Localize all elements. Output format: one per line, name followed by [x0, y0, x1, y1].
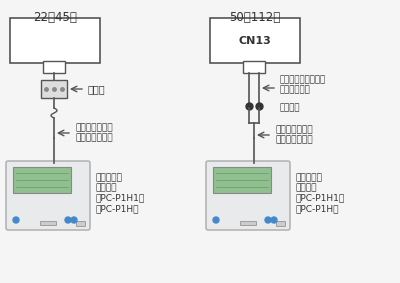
Text: アメニティ
リモコン
（PC-P1H1、
　PC-P1H）: アメニティ リモコン （PC-P1H1、 PC-P1H） [295, 173, 344, 213]
FancyBboxPatch shape [41, 80, 67, 98]
FancyBboxPatch shape [243, 61, 265, 73]
FancyBboxPatch shape [10, 18, 100, 63]
FancyBboxPatch shape [240, 221, 256, 225]
Text: 22～45型: 22～45型 [33, 11, 77, 24]
FancyBboxPatch shape [210, 18, 300, 63]
Text: リモコンコード
（現地準備品）: リモコンコード （現地準備品） [275, 125, 313, 145]
FancyBboxPatch shape [6, 161, 90, 230]
FancyBboxPatch shape [206, 161, 290, 230]
FancyBboxPatch shape [276, 221, 285, 226]
Circle shape [71, 217, 77, 223]
Circle shape [65, 217, 71, 223]
Circle shape [13, 217, 19, 223]
Circle shape [271, 217, 277, 223]
Text: リモコンコード
（現地準備品）: リモコンコード （現地準備品） [75, 123, 113, 143]
Text: CN13: CN13 [239, 36, 271, 46]
FancyBboxPatch shape [40, 221, 56, 225]
Text: 圧着接続: 圧着接続 [280, 104, 300, 113]
Text: 端子台: 端子台 [88, 84, 106, 94]
Text: アメニティ
リモコン
（PC-P1H1、
　PC-P1H）: アメニティ リモコン （PC-P1H1、 PC-P1H） [95, 173, 144, 213]
Text: 50～112型: 50～112型 [229, 11, 281, 24]
Circle shape [213, 217, 219, 223]
FancyBboxPatch shape [43, 61, 65, 73]
FancyBboxPatch shape [213, 167, 271, 193]
FancyBboxPatch shape [76, 221, 85, 226]
FancyBboxPatch shape [13, 167, 71, 193]
Text: コネクタ付きコード
（製品付属）: コネクタ付きコード （製品付属） [280, 75, 326, 95]
Circle shape [265, 217, 271, 223]
